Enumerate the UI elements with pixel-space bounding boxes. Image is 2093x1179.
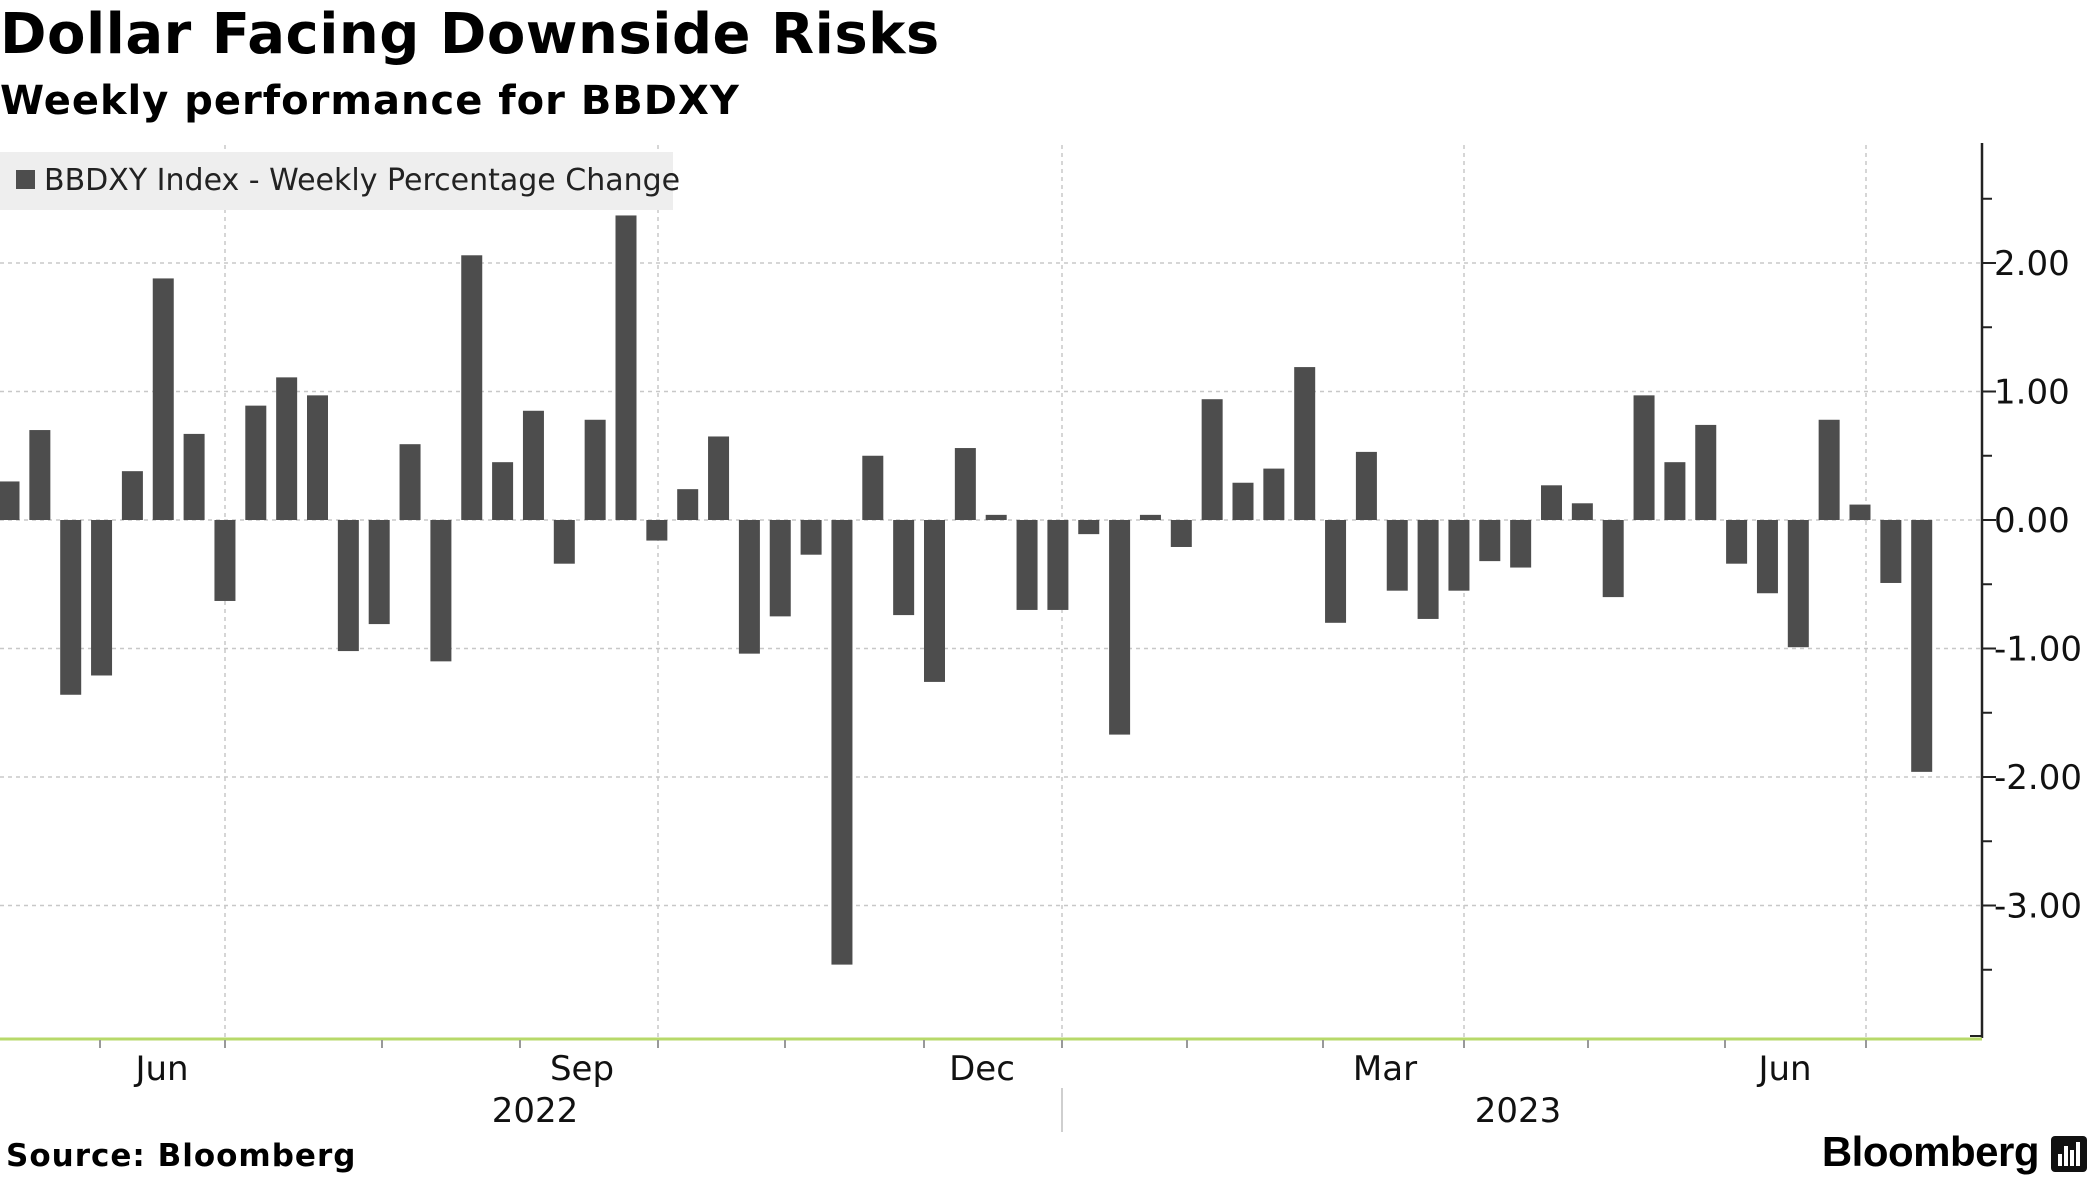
bar — [183, 433, 205, 520]
bar — [954, 448, 976, 520]
bar — [1510, 520, 1532, 568]
bar — [893, 520, 915, 616]
bar — [1016, 520, 1038, 610]
bar — [60, 520, 82, 695]
x-tick-label: Dec — [949, 1049, 1015, 1089]
bar — [492, 462, 514, 520]
bar — [769, 520, 791, 617]
bar — [214, 520, 236, 601]
bar — [1571, 503, 1593, 520]
bar — [399, 444, 421, 520]
chart-title: Dollar Facing Downside Risks — [0, 2, 940, 67]
year-label: 2023 — [1475, 1091, 1562, 1131]
legend-label: BBDXY Index - Weekly Percentage Change — [44, 163, 680, 198]
bar — [1479, 520, 1501, 562]
bar — [1602, 520, 1624, 598]
bar — [0, 481, 20, 520]
bar — [1355, 451, 1377, 520]
y-tick-label: 2.00 — [1994, 244, 2070, 284]
bar — [121, 471, 143, 520]
bar — [91, 520, 113, 676]
bar — [152, 278, 174, 520]
bar — [677, 489, 699, 520]
bar — [924, 520, 945, 682]
bar — [1633, 395, 1655, 520]
bar — [1078, 520, 1100, 535]
bar — [1880, 520, 1902, 583]
bar — [1787, 520, 1809, 648]
bar — [1695, 424, 1717, 520]
bar — [29, 430, 51, 520]
y-tick-label: 0.00 — [1994, 501, 2070, 541]
bar — [862, 455, 884, 520]
bar — [708, 436, 730, 520]
bar — [1726, 520, 1748, 564]
bar — [985, 514, 1007, 520]
y-tick-label: -2.00 — [1994, 758, 2082, 798]
bar — [245, 405, 267, 520]
bar — [646, 520, 668, 541]
bar — [1849, 504, 1871, 520]
bar — [1911, 520, 1933, 772]
bar — [368, 520, 390, 625]
year-label: 2022 — [492, 1091, 579, 1131]
bar — [1047, 520, 1069, 610]
bar — [1541, 485, 1562, 520]
chart-subtitle: Weekly performance for BBDXY — [0, 78, 740, 124]
bloomberg-terminal-icon — [2051, 1136, 2087, 1172]
bar — [1294, 367, 1316, 520]
y-tick-label: -3.00 — [1994, 887, 2082, 927]
y-tick-label: -1.00 — [1994, 630, 2082, 670]
bar — [1232, 482, 1254, 520]
bar — [1139, 514, 1161, 520]
bar — [800, 520, 822, 555]
source-note: Source: Bloomberg — [6, 1138, 357, 1174]
bar — [337, 520, 359, 652]
legend-box — [0, 152, 673, 210]
x-tick-label: Sep — [550, 1049, 614, 1089]
bar — [1448, 520, 1470, 591]
x-tick-label: Jun — [133, 1049, 188, 1089]
y-tick-label: 1.00 — [1994, 373, 2070, 413]
x-tick-label: Jun — [1756, 1049, 1811, 1089]
bar — [522, 410, 544, 520]
bar — [276, 377, 298, 520]
bar — [1664, 462, 1686, 520]
bar — [307, 395, 328, 520]
bar — [1109, 520, 1131, 735]
x-tick-label: Mar — [1353, 1049, 1417, 1089]
bar — [1756, 520, 1778, 594]
bar — [831, 520, 853, 965]
legend-swatch — [16, 170, 35, 189]
bar — [1417, 520, 1439, 619]
bar — [1170, 520, 1192, 547]
bar — [430, 520, 452, 662]
bar — [1263, 468, 1285, 520]
bar — [615, 215, 637, 520]
bar — [553, 520, 575, 564]
bar — [1325, 520, 1347, 623]
bar — [461, 255, 483, 521]
bar — [584, 419, 606, 520]
bar — [1818, 419, 1840, 520]
bar — [1201, 399, 1223, 520]
bar — [738, 520, 760, 654]
bar — [1386, 520, 1408, 591]
brand-logo: Bloomberg — [1821, 1128, 2040, 1175]
